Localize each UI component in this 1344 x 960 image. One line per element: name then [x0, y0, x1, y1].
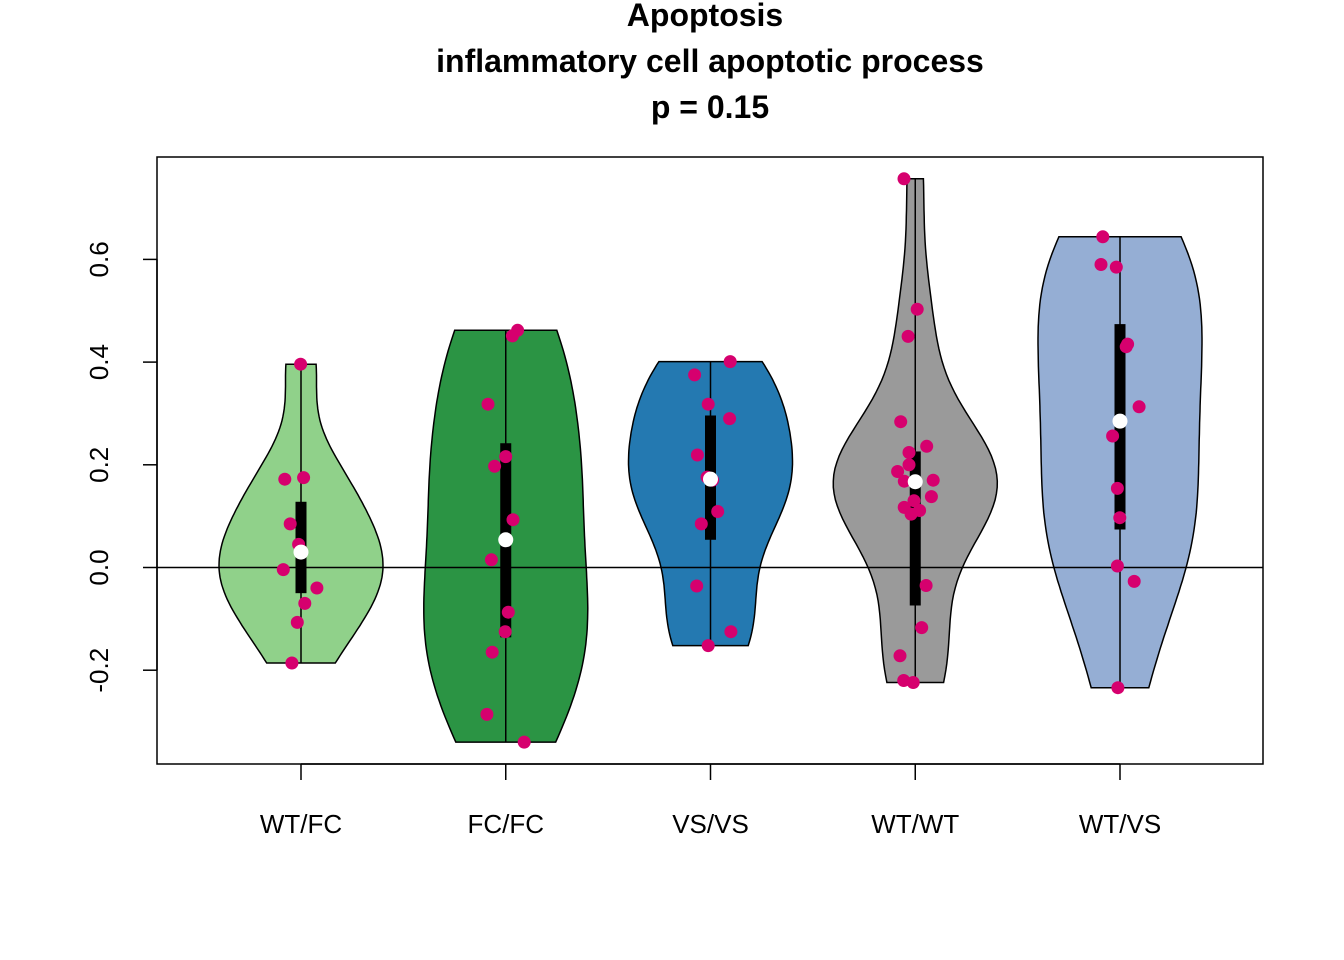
x-tick-label: WT/VS [1079, 809, 1161, 839]
data-point [690, 579, 704, 593]
data-point [294, 357, 308, 371]
data-point [1113, 511, 1127, 525]
data-point [711, 505, 725, 518]
data-point [1127, 574, 1141, 588]
data-point [501, 605, 515, 619]
data-point [276, 563, 290, 577]
data-point [1106, 429, 1120, 443]
data-point [910, 302, 924, 316]
data-point [310, 581, 324, 595]
point-layer [276, 172, 1146, 749]
data-point [297, 471, 311, 485]
data-point [924, 490, 938, 504]
data-point [694, 517, 708, 531]
data-point [1109, 260, 1123, 274]
data-point [724, 625, 738, 639]
data-point [701, 397, 715, 411]
data-point [1096, 230, 1110, 244]
title-line-1: Apoptosis [627, 0, 783, 33]
x-tick-label: VS/VS [672, 809, 749, 839]
data-point [278, 472, 292, 486]
data-point [1119, 340, 1133, 354]
data-point [907, 494, 921, 508]
data-point [897, 474, 911, 488]
data-point [891, 465, 905, 478]
data-point [906, 676, 920, 689]
median-2 [703, 471, 718, 487]
data-point [901, 329, 915, 343]
data-point [285, 656, 299, 670]
y-tick-label: -0.2 [84, 648, 114, 693]
data-point [481, 397, 495, 411]
iqr-box-3 [909, 451, 921, 606]
data-point [283, 517, 297, 531]
data-point [1111, 681, 1125, 695]
y-tick-label: 0.2 [84, 447, 114, 483]
data-point [485, 645, 499, 659]
data-point [902, 446, 916, 459]
median-3 [907, 474, 923, 490]
data-point [723, 355, 737, 369]
data-point [484, 553, 498, 567]
data-point [290, 615, 304, 629]
data-point [904, 507, 918, 521]
data-point [701, 639, 715, 653]
data-point [517, 735, 531, 749]
data-point [499, 450, 513, 464]
y-tick-label: 0.0 [84, 549, 114, 585]
data-point [723, 412, 737, 426]
data-point [1094, 258, 1108, 271]
data-point [505, 329, 519, 343]
title-line-2: inflammatory cell apoptotic process [436, 43, 984, 79]
median-1 [498, 532, 514, 548]
data-point [1110, 559, 1124, 573]
median-layer [293, 413, 1128, 560]
data-point [1132, 400, 1146, 414]
data-point [919, 579, 933, 592]
data-point [506, 513, 520, 527]
data-point [480, 707, 494, 721]
median-0 [293, 544, 309, 560]
data-point [488, 459, 502, 473]
x-tick-label: WT/FC [260, 809, 342, 839]
median-4 [1112, 413, 1128, 429]
chart-title: Apoptosis inflammatory cell apoptotic pr… [436, 0, 984, 125]
data-point [920, 439, 934, 453]
data-point [893, 649, 907, 663]
y-tick-label: 0.4 [84, 344, 114, 380]
data-point [915, 621, 929, 635]
y-tick-label: 0.6 [84, 241, 114, 277]
data-point [902, 458, 916, 472]
box-layer [295, 178, 1126, 743]
data-point [690, 448, 704, 462]
data-point [926, 473, 940, 487]
data-point [897, 172, 911, 186]
data-point [498, 625, 512, 639]
data-point [688, 368, 702, 382]
title-line-3: p = 0.15 [651, 89, 769, 125]
x-tick-label: FC/FC [467, 809, 544, 839]
y-axis: -0.2 0.0 0.2 0.4 0.6 [84, 241, 158, 693]
data-point [1110, 481, 1124, 495]
data-point [894, 415, 908, 429]
x-axis: WT/FC FC/FC VS/VS WT/WT WT/VS [260, 763, 1161, 839]
data-point [298, 596, 312, 610]
x-tick-label: WT/WT [871, 809, 959, 839]
